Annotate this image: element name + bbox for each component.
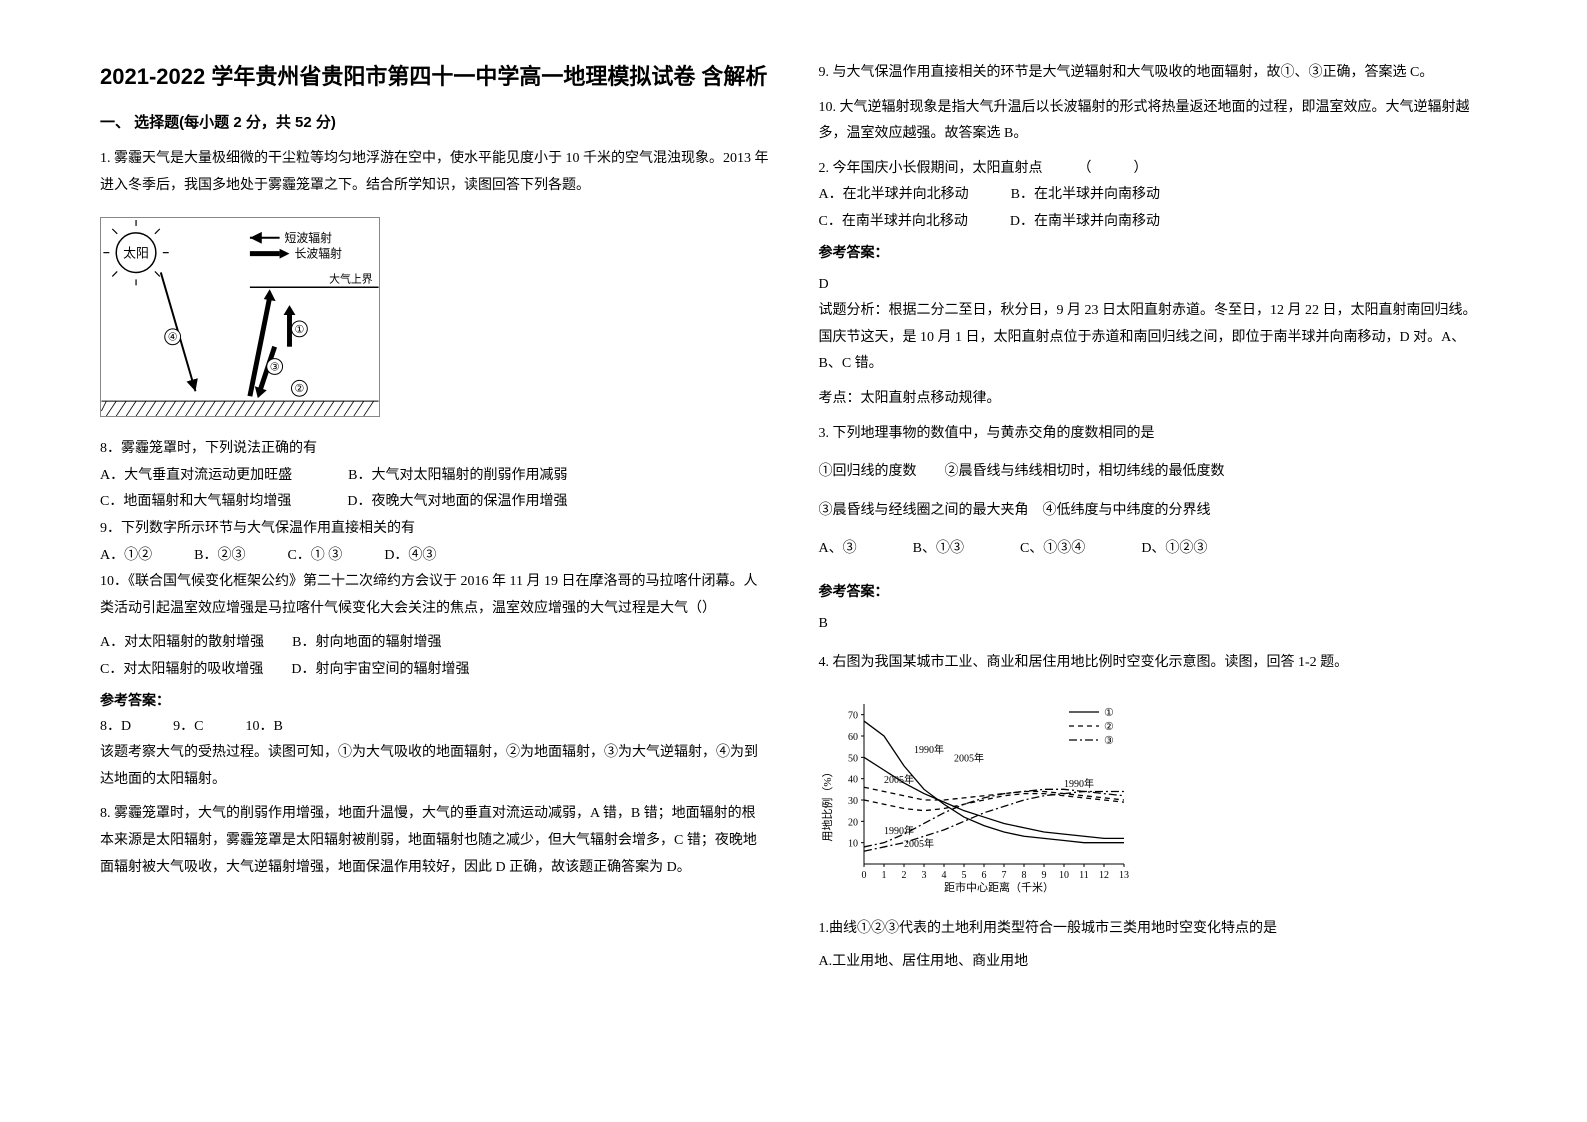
q1-diagram: 太阳 短波辐射 长波辐射 大气上界 ④: [100, 217, 769, 422]
q1-sub9-optB: B．②③: [194, 548, 245, 563]
q1-sub10-optA: A．对太阳辐射的散射增强: [100, 635, 264, 650]
svg-text:6: 6: [981, 870, 986, 881]
svg-text:0: 0: [861, 870, 866, 881]
q4-sub1-optA: A.工业用地、居住用地、商业用地: [819, 949, 1488, 976]
q1-analysis10: 10. 大气逆辐射现象是指大气升温后以长波辐射的形式将热量返还地面的过程，即温室…: [819, 95, 1488, 148]
radiation-diagram-svg: 太阳 短波辐射 长波辐射 大气上界 ④: [100, 217, 380, 417]
svg-text:2005年: 2005年: [904, 837, 934, 850]
svg-text:8: 8: [1021, 870, 1026, 881]
svg-text:2005年: 2005年: [884, 773, 914, 786]
svg-text:2005年: 2005年: [954, 752, 984, 765]
svg-text:②: ②: [295, 383, 305, 395]
q2-stem: 2. 今年国庆小长假期间，太阳直射点 （ ）: [819, 156, 1488, 183]
svg-text:50: 50: [848, 753, 858, 764]
q3-line2: ③晨昏线与经线圈之间的最大夹角 ④低纬度与中纬度的分界线: [819, 498, 1488, 525]
q2-analysis1: 试题分析：根据二分二至日，秋分日，9 月 23 日太阳直射赤道。冬至日，12 月…: [819, 298, 1488, 378]
q1-analysis: 该题考察大气的受热过程。读图可知，①为大气吸收的地面辐射，②为地面辐射，③为大气…: [100, 740, 769, 793]
svg-text:2: 2: [901, 870, 906, 881]
svg-text:40: 40: [848, 775, 858, 786]
q2-optD: D．在南半球并向南移动: [1010, 214, 1160, 229]
right-column: 9. 与大气保温作用直接相关的环节是大气逆辐射和大气吸收的地面辐射，故①、③正确…: [819, 60, 1488, 1082]
svg-text:11: 11: [1079, 870, 1089, 881]
q1-sub10-opts-cd: C．对太阳辐射的吸收增强 D．射向宇宙空间的辐射增强: [100, 657, 769, 684]
svg-text:1990年: 1990年: [914, 743, 944, 756]
q1-analysis8: 8. 雾霾笼罩时，大气的削弱作用增强，地面升温慢，大气的垂直对流运动减弱，A 错…: [100, 801, 769, 881]
svg-text:13: 13: [1119, 870, 1129, 881]
q3-optB: B、①③: [913, 541, 964, 556]
svg-text:②: ②: [1104, 721, 1114, 733]
q1-answers: 8．D 9．C 10．B: [100, 714, 769, 741]
q1-sub9-opts: A．①② B．②③ C．① ③ D．④③: [100, 543, 769, 570]
q1-sub8-optD: D．夜晚大气对地面的保温作用增强: [347, 494, 567, 509]
svg-text:③: ③: [270, 362, 280, 374]
left-column: 2021-2022 学年贵州省贵阳市第四十一中学高一地理模拟试卷 含解析 一、 …: [100, 60, 769, 1082]
q1-sub10-stem: 10．《联合国气候变化框架公约》第二十二次缔约方会议于 2016 年 11 月 …: [100, 569, 769, 622]
svg-text:10: 10: [1059, 870, 1069, 881]
q1-intro: 1. 雾霾天气是大量极细微的干尘粒等均匀地浮游在空中，使水平能见度小于 10 千…: [100, 146, 769, 199]
svg-text:大气上界: 大气上界: [329, 272, 373, 286]
q1-sub9-optD: D．④③: [384, 548, 436, 563]
svg-text:10: 10: [848, 839, 858, 850]
svg-text:9: 9: [1041, 870, 1046, 881]
svg-text:60: 60: [848, 732, 858, 743]
q3-optA: A、③: [819, 541, 857, 556]
svg-text:7: 7: [1001, 870, 1006, 881]
q1-sub9-stem: 9．下列数字所示环节与大气保温作用直接相关的有: [100, 516, 769, 543]
q1-sub8-optC: C．地面辐射和大气辐射均增强: [100, 494, 291, 509]
q4-intro: 4. 右图为我国某城市工业、商业和居住用地比例时空变化示意图。读图，回答 1-2…: [819, 650, 1488, 677]
q3-stem: 3. 下列地理事物的数值中，与黄赤交角的度数相同的是: [819, 421, 1488, 448]
q3-optC: C、①③④: [1020, 541, 1085, 556]
q1-sub10-optC: C．对太阳辐射的吸收增强: [100, 662, 263, 677]
q1-sub8-opts-ab: A．大气垂直对流运动更加旺盛 B．大气对太阳辐射的削弱作用减弱: [100, 463, 769, 490]
svg-text:30: 30: [848, 796, 858, 807]
svg-text:1990年: 1990年: [884, 824, 914, 837]
svg-text:①: ①: [1104, 707, 1114, 719]
q1-sub10-optB: B．射向地面的辐射增强: [292, 635, 441, 650]
q1-sub9-optA: A．①②: [100, 548, 152, 563]
q1-analysis9: 9. 与大气保温作用直接相关的环节是大气逆辐射和大气吸收的地面辐射，故①、③正确…: [819, 60, 1488, 87]
q3-line1: ①回归线的度数 ②晨昏线与纬线相切时，相切纬线的最低度数: [819, 459, 1488, 486]
q1-sub10-optD: D．射向宇宙空间的辐射增强: [291, 662, 469, 677]
q1-sub9-optC: C．① ③: [287, 548, 342, 563]
q1-sub8-optB: B．大气对太阳辐射的削弱作用减弱: [348, 468, 567, 483]
svg-text:①: ①: [295, 324, 305, 336]
q2-optC: C．在南半球并向北移动: [819, 214, 968, 229]
svg-text:短波辐射: 短波辐射: [285, 231, 333, 245]
svg-text:太阳: 太阳: [123, 247, 149, 261]
q3-opts: A、③ B、①③ C、①③④ D、①②③: [819, 536, 1488, 563]
svg-text:1990年: 1990年: [1064, 777, 1094, 790]
q3-optD: D、①②③: [1141, 541, 1207, 556]
q2-answer-header: 参考答案：: [819, 242, 1488, 262]
q2-answer: D: [819, 272, 1488, 299]
svg-text:12: 12: [1099, 870, 1109, 881]
q1-sub8-optA: A．大气垂直对流运动更加旺盛: [100, 468, 292, 483]
q4-chart-svg: 10203040506070012345678910111213 1990年20…: [819, 694, 1159, 894]
q2-optA: A．在北半球并向北移动: [819, 187, 969, 202]
svg-text:④: ④: [168, 332, 178, 344]
svg-text:3: 3: [921, 870, 926, 881]
svg-text:距市中心距离（千米）: 距市中心距离（千米）: [944, 880, 1054, 894]
page-title: 2021-2022 学年贵州省贵阳市第四十一中学高一地理模拟试卷 含解析: [100, 60, 769, 93]
q2-analysis2: 考点：太阳直射点移动规律。: [819, 386, 1488, 413]
svg-text:20: 20: [848, 817, 858, 828]
q1-sub8-stem: 8．雾霾笼罩时，下列说法正确的有: [100, 436, 769, 463]
q1-sub8-opts-cd: C．地面辐射和大气辐射均增强 D．夜晚大气对地面的保温作用增强: [100, 489, 769, 516]
q2-optB: B．在北半球并向南移动: [1011, 187, 1160, 202]
svg-text:70: 70: [848, 711, 858, 722]
q3-answer: B: [819, 611, 1488, 638]
q2-opts-ab: A．在北半球并向北移动 B．在北半球并向南移动: [819, 182, 1488, 209]
section-header: 一、 选择题(每小题 2 分，共 52 分): [100, 111, 769, 132]
svg-text:1: 1: [881, 870, 886, 881]
q1-sub10-opts-ab: A．对太阳辐射的散射增强 B．射向地面的辐射增强: [100, 630, 769, 657]
q3-answer-header: 参考答案：: [819, 581, 1488, 601]
svg-text:4: 4: [941, 870, 946, 881]
svg-text:5: 5: [961, 870, 966, 881]
q4-sub1-stem: 1.曲线①②③代表的土地利用类型符合一般城市三类用地时空变化特点的是: [819, 916, 1488, 943]
svg-text:长波辐射: 长波辐射: [294, 247, 342, 261]
svg-text:用地比例（%）: 用地比例（%）: [820, 767, 834, 842]
q1-answer-header: 参考答案：: [100, 690, 769, 710]
q2-opts-cd: C．在南半球并向北移动 D．在南半球并向南移动: [819, 209, 1488, 236]
svg-text:③: ③: [1104, 735, 1114, 747]
